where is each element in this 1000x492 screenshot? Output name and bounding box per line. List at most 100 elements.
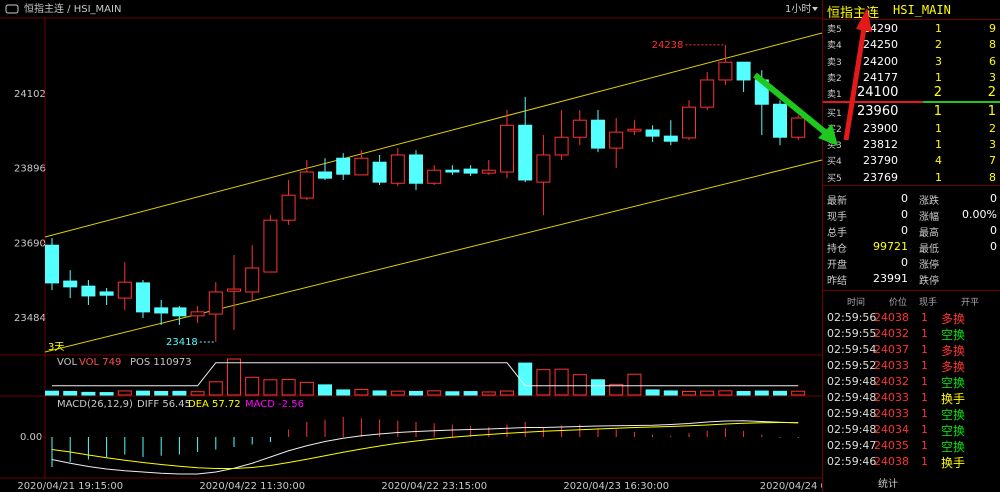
book-count: 2 bbox=[987, 85, 996, 101]
trade-type: 换手 bbox=[941, 456, 966, 470]
book-count: 3 bbox=[989, 70, 996, 84]
candle-body bbox=[390, 154, 405, 184]
stat-label: 持仓 bbox=[827, 244, 847, 255]
candle-body bbox=[682, 106, 696, 139]
stat-value: 0 bbox=[901, 256, 908, 269]
volume-bar bbox=[263, 379, 278, 396]
volume-bar bbox=[463, 391, 478, 396]
candle-body bbox=[518, 124, 533, 181]
book-count: 7 bbox=[989, 154, 996, 168]
volume-bar bbox=[336, 389, 351, 396]
chart-area: 恒指主连 / HSI_MAIN 1小时 3天 24102 23896 23690 23… bbox=[0, 2, 822, 492]
menu-icon[interactable] bbox=[5, 4, 19, 14]
trade-price: 24032 bbox=[874, 327, 909, 340]
book-label: 卖4 bbox=[827, 41, 842, 52]
period[interactable]: 1小时 bbox=[785, 3, 811, 15]
trade-volume: 1 bbox=[921, 423, 928, 436]
trade-price: 24034 bbox=[874, 423, 909, 436]
book-price: 24177 bbox=[863, 70, 898, 84]
range-label: 3天 bbox=[48, 342, 64, 353]
x-tick-label: 2020/04/21 19:15:00 bbox=[17, 481, 123, 492]
candle-body bbox=[700, 79, 715, 108]
book-volume: 4 bbox=[935, 154, 942, 168]
stat-value: 0 bbox=[901, 192, 908, 205]
quote-panel: 恒指主连 HSI_MAIN 卖5 24290 1 9 卖4 24250 2 8 卖3 24200 3 6 卖… bbox=[822, 0, 1000, 492]
volume-bar bbox=[154, 391, 169, 396]
y-tick-label: 23484 bbox=[14, 313, 46, 324]
book-price: 23960 bbox=[857, 103, 899, 119]
quote-code: HSI_MAIN bbox=[893, 3, 951, 17]
trade-volume: 1 bbox=[921, 343, 928, 356]
candle-body bbox=[263, 219, 278, 273]
dropdown[interactable] bbox=[812, 7, 818, 11]
book-volume: 1 bbox=[935, 121, 942, 135]
candle-body bbox=[500, 124, 514, 173]
trade-time: 02:59:48 bbox=[827, 423, 877, 436]
volume-bar bbox=[773, 390, 787, 396]
volume-bar bbox=[736, 391, 751, 396]
volume-bar bbox=[445, 391, 460, 396]
low-annotation: 23418 bbox=[166, 337, 198, 348]
volume-bar bbox=[663, 390, 678, 396]
trade-volume: 1 bbox=[921, 311, 928, 324]
trade-type: 多换 bbox=[941, 312, 966, 326]
candle-body bbox=[227, 288, 241, 292]
channel-line bbox=[44, 32, 822, 238]
stat-label: 涨跌 bbox=[919, 196, 939, 207]
trade-time: 02:59:47 bbox=[827, 439, 877, 452]
candle-body bbox=[754, 79, 769, 105]
macd-label: MACD -2.56 bbox=[245, 399, 304, 410]
book-count: 2 bbox=[989, 121, 996, 135]
trade-price: 24035 bbox=[874, 439, 909, 452]
trade-type: 空换 bbox=[941, 424, 966, 438]
trade-time: 02:59:54 bbox=[827, 343, 877, 356]
vol-label: VOL 749 bbox=[79, 357, 121, 368]
volume-bar bbox=[500, 390, 514, 396]
volume-bar bbox=[136, 390, 150, 396]
trade-time: 02:59:52 bbox=[827, 359, 877, 372]
trade-type: 多换 bbox=[941, 344, 966, 358]
ask-line bbox=[823, 101, 923, 103]
trade-type: 空换 bbox=[941, 376, 966, 390]
book-count: 3 bbox=[989, 138, 996, 152]
volume-bar bbox=[591, 379, 605, 396]
volume-bar bbox=[754, 390, 769, 396]
book-price: 24200 bbox=[863, 54, 898, 68]
candle-body bbox=[591, 119, 605, 149]
trade-time: 02:59:48 bbox=[827, 391, 877, 404]
trade-time: 02:59:46 bbox=[827, 455, 877, 468]
candle-body bbox=[536, 154, 551, 183]
volume-bar bbox=[627, 373, 642, 396]
book-label: 卖5 bbox=[827, 25, 842, 35]
book-label: 买2 bbox=[827, 124, 842, 135]
rule bbox=[823, 290, 1000, 291]
trade-price: 24033 bbox=[874, 391, 909, 404]
candle-body bbox=[81, 285, 96, 297]
book-volume: 1 bbox=[935, 170, 942, 184]
volume-bar bbox=[682, 390, 696, 396]
pos-label: POS 110973 bbox=[130, 357, 192, 368]
volume-bar bbox=[81, 391, 96, 396]
trade-price: 24037 bbox=[874, 343, 909, 356]
candle-body bbox=[791, 117, 806, 138]
header-title: 恒指主连 / HSI_MAIN bbox=[24, 2, 121, 15]
stat-label: 最新 bbox=[827, 196, 847, 207]
candle-body bbox=[427, 169, 442, 184]
book-price: 23790 bbox=[863, 154, 898, 168]
volume-bar bbox=[427, 390, 442, 396]
x-tick-label: 2020/04/23 16:30:00 bbox=[563, 481, 669, 492]
candle-body bbox=[190, 311, 205, 317]
y-tick-label: 23690 bbox=[14, 238, 46, 249]
trade-volume: 1 bbox=[921, 359, 928, 372]
trade-volume: 1 bbox=[921, 327, 928, 340]
bid-line bbox=[923, 101, 1000, 103]
volume-bar bbox=[700, 390, 715, 396]
book-label: 卖1 bbox=[827, 90, 842, 101]
stat-value: 0 bbox=[990, 240, 997, 253]
candle-body bbox=[372, 161, 387, 183]
x-tick-label: 2020/04/24 09: bbox=[760, 481, 822, 492]
stat-label: 总手 bbox=[827, 228, 847, 239]
trade-time: 02:59:48 bbox=[827, 375, 877, 388]
book-count: 6 bbox=[989, 54, 996, 68]
candle-body bbox=[463, 168, 478, 174]
